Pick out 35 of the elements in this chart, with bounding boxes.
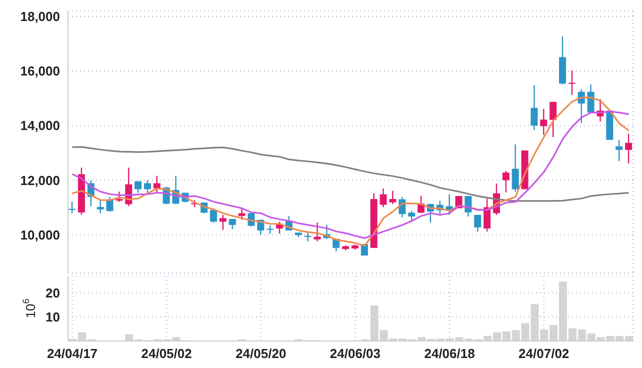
candlestick [144,180,151,194]
candlestick [540,108,548,136]
candlestick [625,133,632,164]
y-tick-label: 18,000 [20,9,60,24]
candlestick [210,209,218,224]
y-tick-label: 20 [46,285,60,300]
candlestick [153,175,160,194]
candlestick [616,139,623,162]
candlestick [484,198,491,232]
candlestick [568,70,576,96]
candlestick [380,188,387,208]
x-tick-label: 24/06/03 [330,346,381,362]
candlestick [389,190,396,205]
candlestick [219,214,226,230]
candlestick [68,201,76,214]
y-tick-label: 10,000 [20,227,60,242]
candlestick [530,84,538,131]
x-tick-label: 24/07/02 [518,346,570,362]
candlestick [474,214,482,232]
y-tick-label: 16,000 [20,64,60,79]
y-tick-label: 10 [46,310,60,325]
x-tick-label: 24/06/18 [424,346,475,362]
candlestick [502,170,510,194]
candlestick [512,144,519,192]
candlestick [96,200,104,214]
candlestick [550,101,557,138]
candlestick [464,195,472,218]
x-tick-label: 24/05/02 [141,346,192,362]
candlestick [304,232,312,242]
candlestick [314,222,321,242]
x-tick-label: 24/04/17 [46,346,98,362]
y-tick-label: 14,000 [20,118,60,134]
x-tick-label: 24/05/20 [236,346,286,362]
candlestick [238,208,246,220]
y-tick-label: 12,000 [20,172,60,188]
